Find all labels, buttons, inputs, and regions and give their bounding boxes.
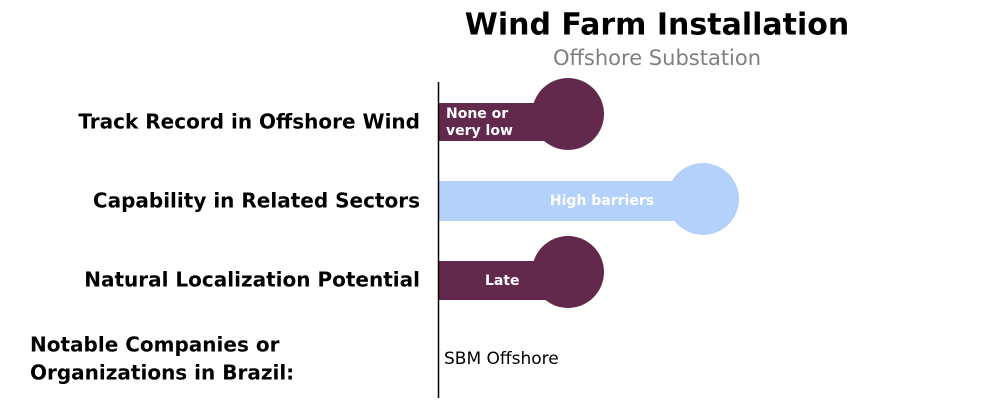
row-label: Natural Localization Potential <box>84 268 420 292</box>
rating-bar <box>438 163 739 235</box>
rating-text: very low <box>446 123 513 139</box>
rating-text: None or <box>446 106 508 122</box>
companies-label: Organizations in Brazil: <box>30 361 294 385</box>
subtitle: Offshore Substation <box>553 46 761 70</box>
companies-label: Notable Companies or <box>30 333 280 357</box>
rating-bar <box>438 236 604 308</box>
row-label: Track Record in Offshore Wind <box>78 110 420 134</box>
rating-text: High barriers <box>550 193 654 209</box>
companies-value: SBM Offshore <box>444 349 559 369</box>
row-label: Capability in Related Sectors <box>93 189 420 213</box>
rating-bar <box>438 78 604 150</box>
rating-text: Late <box>485 273 520 289</box>
title: Wind Farm Installation <box>465 8 850 43</box>
